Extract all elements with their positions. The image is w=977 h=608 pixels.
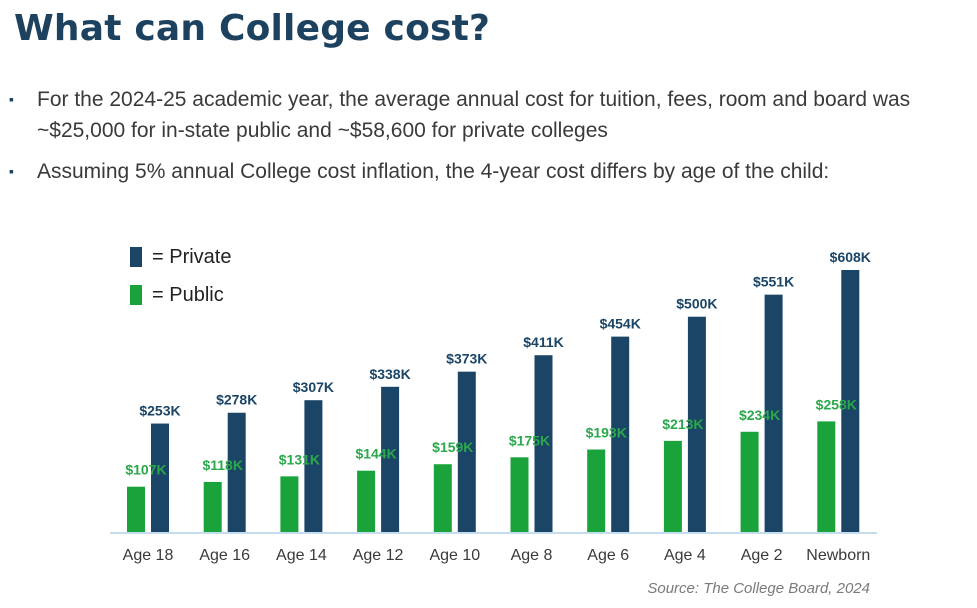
data-label-public: $213K bbox=[662, 416, 703, 432]
x-tick-label: Age 2 bbox=[741, 547, 783, 564]
x-tick-label: Age 14 bbox=[276, 547, 327, 564]
data-label-private: $338K bbox=[369, 366, 410, 382]
data-label-public: $118K bbox=[202, 457, 242, 473]
x-tick-label: Age 8 bbox=[511, 547, 553, 564]
bar-public bbox=[433, 464, 452, 533]
bar-public bbox=[510, 457, 529, 533]
data-label-public: $175K bbox=[509, 432, 550, 448]
source-note: Source: The College Board, 2024 bbox=[647, 580, 870, 597]
data-label-public: $258K bbox=[816, 396, 857, 412]
chart-bars: $253K $107K $278K $118K $307K $131K $338K $144K… bbox=[125, 249, 871, 533]
bar-public bbox=[127, 486, 145, 533]
data-label-private: $411K bbox=[523, 334, 563, 350]
data-label-private: $373K bbox=[446, 351, 487, 367]
bar-private bbox=[151, 423, 169, 533]
bar-public bbox=[663, 440, 682, 533]
bar-public bbox=[740, 431, 759, 533]
data-label-public: $234K bbox=[739, 407, 780, 423]
data-label-private: $500K bbox=[676, 296, 717, 312]
data-label-public: $159K bbox=[432, 439, 473, 455]
legend-label: = Public bbox=[152, 284, 224, 306]
bar-private bbox=[227, 412, 246, 533]
bar-public bbox=[587, 449, 606, 533]
bullet-item: ▪ Assuming 5% annual College cost inflat… bbox=[0, 156, 977, 187]
data-label-private: $307K bbox=[293, 379, 334, 395]
bar-public bbox=[280, 476, 299, 533]
bullet-item: ▪ For the 2024-25 academic year, the ave… bbox=[0, 84, 977, 146]
chart-legend: = Private = Public bbox=[130, 246, 231, 306]
x-tick-label: Age 6 bbox=[587, 547, 629, 564]
college-cost-bar-chart: = Private = Public $253K $107K $278K $118K $3… bbox=[110, 246, 877, 564]
x-tick-label: Age 16 bbox=[199, 547, 250, 564]
bar-private bbox=[841, 270, 860, 533]
x-tick-label: Age 10 bbox=[429, 547, 480, 564]
bar-private bbox=[381, 386, 400, 533]
data-label-public: $131K bbox=[279, 451, 320, 467]
bar-public bbox=[817, 421, 836, 533]
page-title: What can College cost? bbox=[14, 8, 491, 49]
legend-label: = Private bbox=[152, 246, 231, 268]
bar-private bbox=[457, 371, 476, 533]
bullet-square-icon: ▪ bbox=[9, 91, 14, 107]
bar-private bbox=[304, 400, 323, 533]
data-label-private: $253K bbox=[139, 403, 180, 419]
bar-private bbox=[764, 294, 783, 533]
legend-swatch bbox=[130, 285, 142, 305]
x-axis-tick-labels: Age 18 Age 16 Age 14 Age 12 Age 10 Age 8 Age 6… bbox=[123, 547, 871, 564]
data-label-public: $144K bbox=[355, 446, 396, 462]
bullet-text: For the 2024-25 academic year, the avera… bbox=[37, 88, 911, 142]
data-label-public: $107K bbox=[125, 462, 166, 478]
bar-public bbox=[357, 470, 376, 533]
bar-private bbox=[534, 355, 553, 533]
data-label-private: $608K bbox=[830, 249, 871, 265]
data-label-private: $278K bbox=[216, 392, 257, 408]
data-label-private: $454K bbox=[600, 316, 641, 332]
bullet-list: ▪ For the 2024-25 academic year, the ave… bbox=[0, 84, 977, 197]
x-tick-label: Age 12 bbox=[353, 547, 404, 564]
data-label-private: $551K bbox=[753, 274, 794, 290]
x-tick-label: Age 18 bbox=[123, 547, 174, 564]
x-tick-label: Age 4 bbox=[664, 547, 706, 564]
legend-swatch bbox=[130, 247, 142, 267]
bar-public bbox=[203, 481, 222, 533]
bullet-square-icon: ▪ bbox=[9, 163, 14, 179]
x-tick-label: Newborn bbox=[806, 547, 870, 564]
data-label-public: $193K bbox=[586, 425, 627, 441]
bar-private bbox=[687, 316, 706, 533]
bar-private bbox=[611, 336, 630, 533]
bullet-text: Assuming 5% annual College cost inflatio… bbox=[37, 160, 830, 183]
